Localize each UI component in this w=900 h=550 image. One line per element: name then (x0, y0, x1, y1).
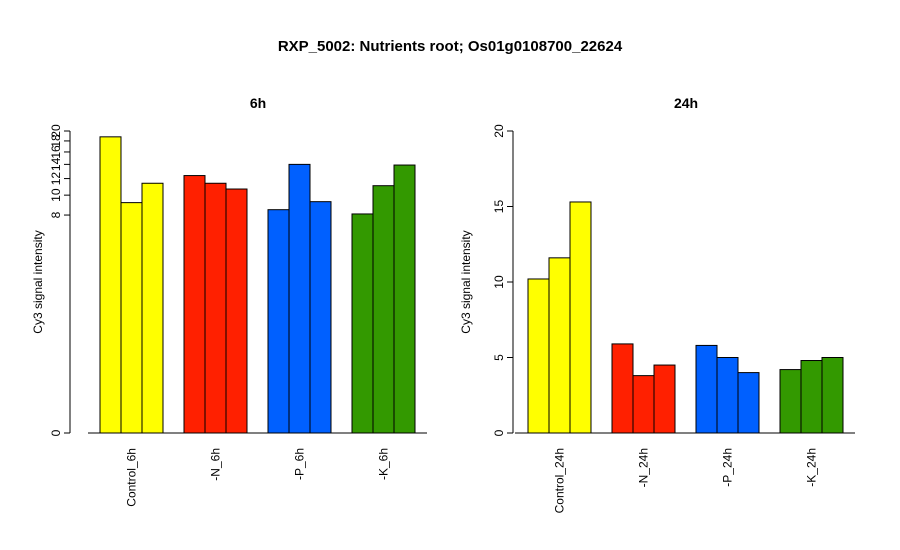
y-tick-label-0-2: 10 (49, 188, 63, 202)
y-tick-label-0-3: 12 (49, 172, 63, 186)
bar-0-3-1 (372, 185, 395, 434)
bar-1-0-0 (527, 278, 550, 434)
y-tick-label-1-0: 0 (492, 429, 506, 436)
bar-0-1-2 (225, 188, 248, 434)
bar-1-2-2 (737, 372, 760, 434)
y-tick-label-0-7: 20 (49, 124, 63, 138)
bar-1-3-0 (779, 369, 802, 434)
y-tick-label-0-0: 0 (49, 429, 63, 436)
category-label-1-0: Control_24h (553, 448, 567, 513)
bar-0-1-0 (183, 175, 206, 434)
bar-0-3-0 (351, 213, 374, 434)
bar-1-0-2 (569, 201, 592, 434)
category-label-0-0: Control_6h (125, 448, 139, 507)
bar-1-3-1 (800, 360, 823, 434)
bar-1-1-1 (632, 375, 655, 434)
bar-0-3-2 (393, 164, 416, 434)
bar-1-2-1 (716, 357, 739, 434)
category-label-1-2: -P_24h (721, 448, 735, 487)
y-tick-label-1-4: 20 (492, 124, 506, 138)
bar-0-0-2 (141, 182, 164, 434)
bar-1-3-2 (821, 357, 844, 434)
y-tick-label-0-6: 18 (49, 134, 63, 148)
category-label-0-1: -N_6h (209, 448, 223, 481)
bar-1-0-1 (548, 257, 571, 434)
y-tick-label-1-2: 10 (492, 275, 506, 289)
bar-1-2-0 (695, 344, 718, 434)
y-axis-title-1: Cy3 signal intensity (459, 230, 473, 333)
bar-1-1-2 (653, 364, 676, 434)
bar-0-2-2 (309, 201, 332, 434)
chart-main-title: RXP_5002: Nutrients root; Os01g0108700_2… (277, 38, 623, 55)
y-tick-label-0-1: 8 (49, 211, 63, 218)
y-tick-label-0-4: 14 (49, 157, 63, 171)
category-label-0-3: -K_6h (377, 448, 391, 480)
category-label-1-3: -K_24h (805, 448, 819, 487)
y-tick-label-1-1: 5 (492, 354, 506, 361)
bar-0-2-1 (288, 163, 311, 434)
category-label-1-1: -N_24h (637, 448, 651, 487)
bar-0-1-1 (204, 182, 227, 434)
y-axis-title-0: Cy3 signal intensity (31, 230, 45, 333)
bar-0-0-1 (120, 202, 143, 434)
panel-title-1: 24h (674, 95, 698, 111)
bar-0-2-0 (267, 209, 290, 434)
category-label-0-2: -P_6h (293, 448, 307, 480)
y-tick-label-0-5: 16 (49, 145, 63, 159)
bar-1-1-0 (611, 343, 634, 434)
y-tick-label-1-3: 15 (492, 200, 506, 214)
bar-0-0-0 (99, 136, 122, 434)
panel-title-0: 6h (250, 95, 266, 111)
